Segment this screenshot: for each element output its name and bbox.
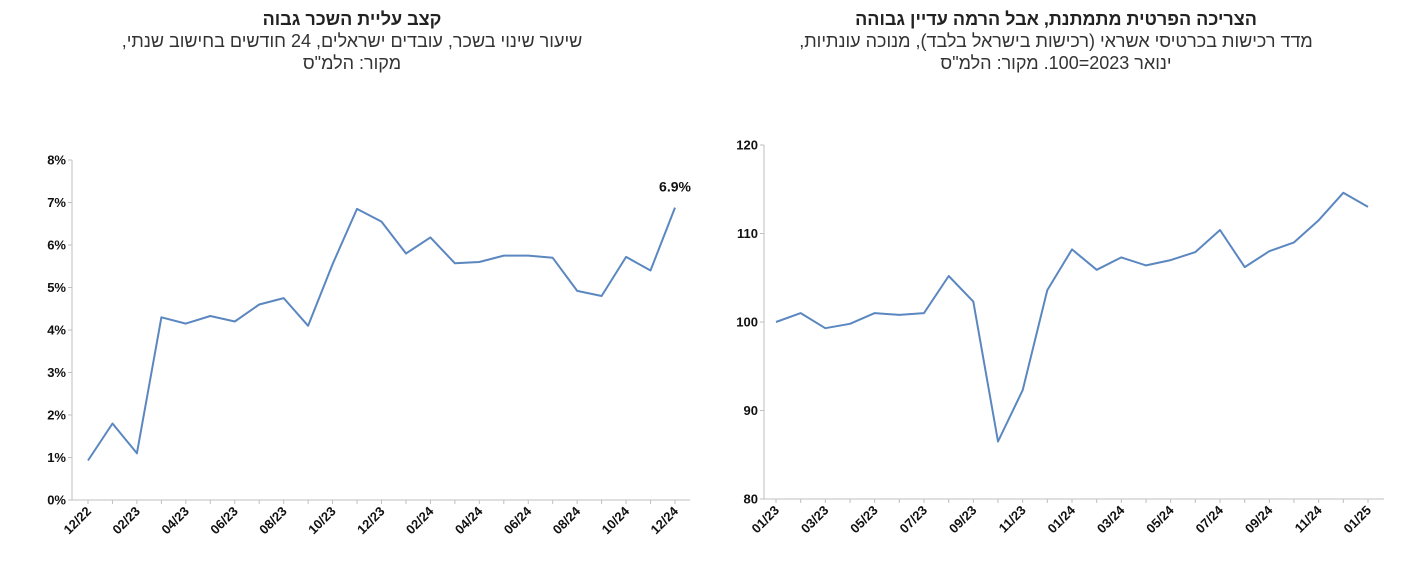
x-tick-label: 02/24 [403, 503, 437, 537]
y-tick-label: 8% [47, 153, 66, 168]
subtitle-line: ינואר 2023=100. מקור: הלמ"ס [940, 53, 1172, 73]
x-tick-label: 06/24 [501, 503, 535, 537]
y-tick-label: 110 [737, 226, 758, 241]
x-tick-label: 12/23 [354, 504, 388, 538]
x-tick-label: 02/23 [109, 504, 143, 538]
subtitle-line: מדד רכישות בכרטיסי אשראי (רכישות בישראל … [799, 31, 1313, 51]
x-tick-label: 07/23 [897, 503, 931, 537]
x-tick-label: 08/24 [550, 503, 584, 537]
x-tick-label: 12/22 [61, 504, 95, 538]
y-tick-label: 3% [47, 365, 66, 380]
x-tick-label: 09/24 [1242, 502, 1276, 536]
series-line [775, 191, 1369, 443]
x-tick-label: 10/23 [305, 504, 339, 538]
x-tick-label: 05/24 [1143, 502, 1177, 536]
x-tick-label: 11/23 [996, 503, 1029, 536]
y-tick-label: 120 [736, 138, 758, 153]
x-tick-label: 05/23 [847, 503, 881, 537]
y-tick-label: 100 [736, 315, 758, 330]
chart-subtitle: שיעור שינוי בשכר, עובדים ישראלים, 24 חוד… [0, 30, 704, 74]
y-tick-label: 5% [47, 280, 66, 295]
y-tick-label: 80 [744, 492, 758, 507]
y-tick-label: 7% [47, 195, 66, 210]
x-tick-label: 12/24 [648, 503, 682, 537]
x-tick-label: 01/23 [749, 503, 783, 537]
x-tick-label: 07/24 [1193, 502, 1227, 536]
x-tick-label: 01/25 [1341, 503, 1375, 537]
x-tick-label: 06/23 [207, 504, 241, 538]
subtitle-line: שיעור שינוי בשכר, עובדים ישראלים, 24 חוד… [121, 31, 583, 51]
chart-title: קצב עליית השכר גבוה [262, 9, 442, 29]
x-tick-label: 09/23 [946, 503, 980, 537]
y-tick-label: 1% [47, 450, 66, 465]
chart-header: קצב עליית השכר גבוה שיעור שינוי בשכר, עו… [0, 8, 704, 74]
wage-growth-chart: 0% 1% 2% 3% 4% 5% 6% 7% 8% 12/22 02/23 04/23 06/23 08… [47, 153, 691, 538]
subtitle-line: מקור: הלמ"ס [302, 53, 402, 73]
y-tick-label: 0% [47, 493, 66, 508]
x-tick-label: 01/24 [1045, 502, 1079, 536]
x-tick-label: 04/23 [158, 504, 192, 538]
x-tick-label: 11/24 [1292, 502, 1326, 536]
y-tick-label: 6% [47, 238, 66, 253]
y-tick-label: 90 [744, 403, 758, 418]
y-tick-label: 2% [47, 408, 66, 423]
data-label: 6.9% [659, 179, 691, 195]
credit-card-panel: הצריכה הפרטית מתמתנת, אבל הרמה עדיין גבו… [704, 0, 1408, 568]
x-tick-label: 10/24 [599, 503, 633, 537]
chart-subtitle: מדד רכישות בכרטיסי אשראי (רכישות בישראל … [704, 30, 1408, 74]
y-tick-label: 4% [47, 323, 66, 338]
x-tick-label: 04/24 [452, 503, 486, 537]
chart-header: הצריכה הפרטית מתמתנת, אבל הרמה עדיין גבו… [704, 8, 1408, 74]
x-tick-label: 08/23 [256, 504, 290, 538]
x-tick-label: 03/23 [798, 503, 832, 537]
x-tick-label: 03/24 [1094, 502, 1128, 536]
series-line [87, 207, 676, 462]
wage-growth-panel: קצב עליית השכר גבוה שיעור שינוי בשכר, עו… [0, 8, 704, 538]
chart-title: הצריכה הפרטית מתמתנת, אבל הרמה עדיין גבו… [855, 9, 1257, 29]
credit-card-chart: 80 90 100 110 120 01/23 03/23 05/23 07/23 09/23 11… [736, 138, 1384, 537]
